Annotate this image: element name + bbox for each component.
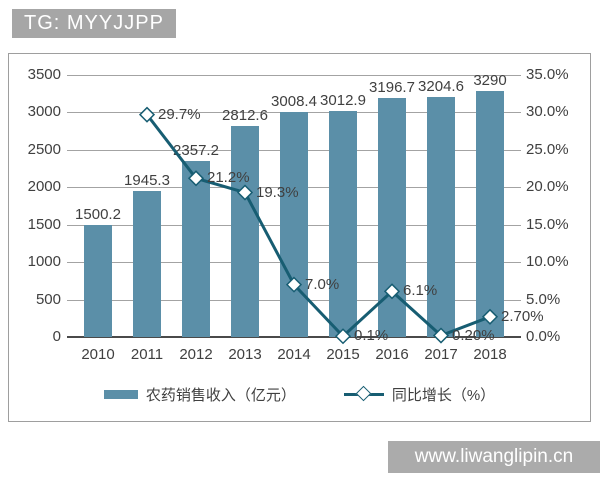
bar-value-label: 1945.3 [124,172,170,190]
left-axis-tick-label: 500 [35,290,61,308]
diamond-marker-icon [481,308,499,325]
x-axis-label: 2015 [326,346,360,363]
legend-item-growth: 同比增长（%） [343,384,496,405]
bar [133,191,161,337]
line-value-label: 21.2% [207,169,250,187]
left-axis-tick-label: 2000 [27,178,61,196]
right-axis-tick-label: 10.0% [526,253,569,271]
legend: 农药销售收入（亿元） 同比增长（%） [9,384,590,405]
bar [182,160,210,337]
growth-line [145,113,491,339]
bar [280,111,308,337]
bar [84,224,112,337]
diamond-marker-icon [138,106,156,123]
bar-value-label: 2812.6 [222,107,268,125]
line-value-label: 19.3% [256,183,299,201]
legend-label-growth: 同比增长（%） [391,387,496,404]
bar-value-label: 2357.2 [173,141,219,159]
bar-value-label: 3196.7 [369,78,415,96]
bar [427,97,455,337]
right-axis-tick-label: 30.0% [526,103,569,121]
diamond-marker-icon [187,170,205,187]
bar-value-label: 3290 [473,71,507,89]
diamond-marker-icon [334,328,352,345]
left-axis-tick-label: 1000 [27,253,61,271]
diamond-icon [355,385,372,402]
x-axis-label: 2012 [179,346,213,363]
legend-label-revenue: 农药销售收入（亿元） [145,387,296,404]
right-axis-tick-label: 20.0% [526,178,569,196]
plot-area: 0 0.0% 500 5.0% 1000 10.0% 1500 15.0% 2000 20.0% 2… [9,54,590,421]
bar-value-label: 3012.9 [320,92,366,110]
left-axis-tick-label: 3000 [27,103,61,121]
channel-badge: TG: MYYJJPP [12,9,176,38]
line-value-label: 0.20% [452,326,495,344]
diamond-marker-icon [383,283,401,300]
left-axis-tick-label: 1500 [27,215,61,233]
bar [329,111,357,337]
right-axis-tick-label: 0.0% [526,328,561,345]
x-axis-label: 2010 [81,346,115,363]
right-axis-tick-label: 35.0% [526,66,569,83]
line-value-label: 29.7% [158,105,201,123]
line-value-label: 6.1% [403,282,438,300]
diamond-marker-icon [285,276,303,293]
bar-swatch-icon [103,390,138,399]
left-axis-tick-label: 3500 [27,66,61,83]
gridline [67,75,521,76]
growth-line-layer [138,106,499,345]
x-axis-line [67,336,521,338]
bar-value-label: 1500.2 [75,205,121,223]
left-axis-tick-label: 2500 [27,140,61,158]
diamond-marker-icon [432,327,450,344]
line-value-label: 0.1% [354,327,389,345]
left-axis-tick-label: 0 [52,328,61,345]
x-axis-label: 2017 [424,346,458,363]
x-axis-label: 2018 [473,346,507,363]
website-watermark: www.liwanglipin.cn [388,441,600,473]
x-axis-label: 2014 [277,346,311,363]
bar [231,126,259,337]
x-axis-label: 2011 [130,346,164,363]
x-axis-label: 2013 [228,346,262,363]
right-axis-tick-label: 15.0% [526,215,569,233]
bar [476,90,504,337]
legend-item-revenue: 农药销售收入（亿元） [103,384,296,405]
line-value-label: 2.70% [501,307,544,325]
line-value-label: 7.0% [305,275,340,293]
bar-value-label: 3008.4 [271,92,317,110]
line-swatch-icon [343,385,384,402]
right-axis-tick-label: 5.0% [526,290,561,308]
right-axis-tick-label: 25.0% [526,140,569,158]
x-axis-label: 2016 [375,346,409,363]
chart-frame: 0 0.0% 500 5.0% 1000 10.0% 1500 15.0% 2000 20.0% 2… [8,53,591,422]
bar-value-label: 3204.6 [418,78,464,96]
diamond-marker-icon [236,184,254,201]
